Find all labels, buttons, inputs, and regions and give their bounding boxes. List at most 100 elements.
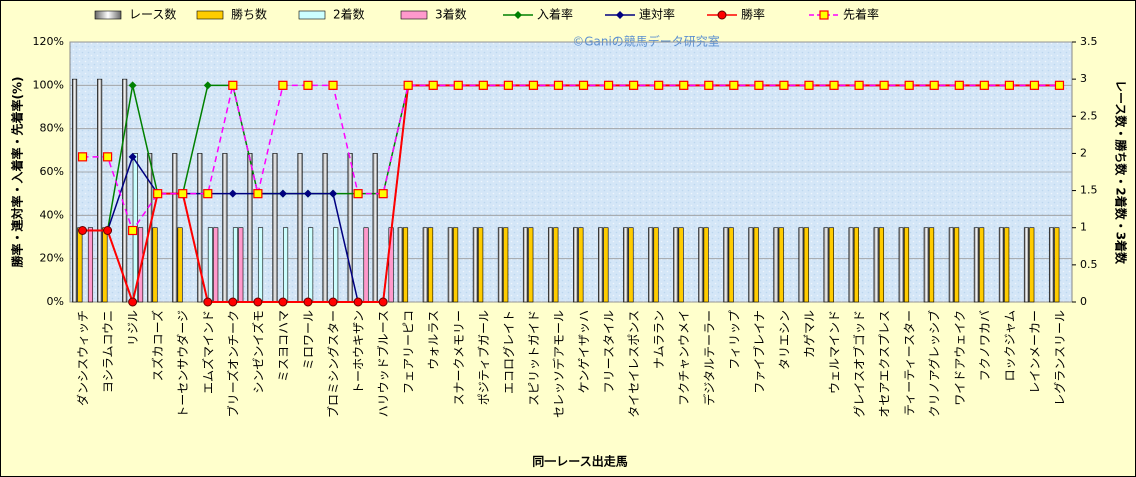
marker	[654, 80, 664, 90]
x-tick-label: ミロワール	[301, 310, 315, 370]
y2-tick-label: 3.5	[1080, 35, 1098, 48]
x-tick-label: セレッソデアモール	[551, 310, 566, 418]
legend-label: 連対率	[639, 7, 675, 22]
x-tick-label: ブリーズオンチーク	[225, 310, 240, 417]
bar	[723, 227, 729, 303]
x-tick-label: スピリットガイド	[527, 310, 541, 406]
y-tick-label: 40%	[40, 208, 64, 221]
y-tick-label: 20%	[40, 252, 64, 265]
marker	[328, 80, 338, 90]
bar	[347, 153, 353, 303]
y-tick-label: 100%	[33, 78, 64, 91]
legend-label: 3着数	[435, 7, 467, 22]
bar	[402, 227, 409, 303]
y2-tick-label: 2.5	[1080, 109, 1098, 122]
bar	[297, 153, 303, 303]
bar	[322, 153, 328, 303]
bar	[283, 227, 289, 303]
x-tick-label: トーセンサウダージ	[175, 310, 190, 418]
bar	[1029, 227, 1035, 303]
x-tick-label: フクチャンウメイ	[677, 310, 691, 406]
y2-tick-label: 3	[1080, 72, 1087, 85]
bar	[648, 227, 654, 303]
legend-swatch	[196, 10, 224, 20]
y2-tick-label: 0	[1080, 295, 1087, 308]
bar	[453, 227, 459, 303]
y-tick-label: 60%	[40, 165, 64, 178]
bar	[673, 227, 679, 303]
x-tick-label: ヨシラムコウニ	[101, 310, 115, 393]
bar	[222, 153, 228, 303]
x-tick-label: グレイスオブゴッド	[852, 310, 867, 418]
bar	[954, 227, 960, 303]
x-tick-label: エムズマインド	[200, 310, 215, 394]
x-tick-label: ファイブレイナ	[751, 310, 766, 394]
marker	[303, 297, 313, 307]
marker	[979, 80, 989, 90]
watermark: ©Ganiの競馬データ研究室	[572, 34, 720, 49]
x-tick-label: フィリップ	[727, 310, 741, 370]
marker	[303, 80, 313, 90]
marker	[854, 80, 864, 90]
x-tick-label: トーホウキザン	[352, 310, 366, 394]
x-tick-label: ダンシスウィッチ	[75, 310, 90, 406]
marker	[879, 80, 889, 90]
bar	[172, 153, 178, 303]
legend-label: 入着率	[537, 7, 573, 22]
bar	[102, 227, 108, 303]
bar	[979, 227, 985, 303]
bar	[333, 227, 339, 303]
x-tick-label: タリエシン	[777, 310, 791, 370]
bar	[778, 227, 784, 303]
marker	[603, 80, 614, 90]
x-tick-label: デジタルテーラー	[701, 310, 716, 406]
x-tick-label: エコログレイト	[502, 310, 516, 394]
y2-tick-label: 0.5	[1080, 258, 1098, 271]
bar	[87, 227, 94, 303]
marker	[128, 81, 137, 90]
bar	[177, 227, 183, 303]
x-tick-label: シンゼンイズモ	[250, 310, 265, 394]
marker	[203, 297, 213, 307]
marker	[929, 80, 939, 90]
x-tick-label: ミスヨコハマ	[276, 310, 290, 382]
marker	[203, 81, 212, 90]
legend-label: 勝率	[741, 7, 765, 22]
marker	[78, 226, 88, 235]
bar	[372, 153, 378, 303]
marker	[353, 189, 363, 199]
marker	[103, 226, 113, 235]
legend-marker	[819, 10, 829, 20]
marker	[353, 297, 363, 307]
y-tick-label: 0%	[47, 295, 64, 308]
bar	[948, 227, 954, 303]
marker	[128, 152, 137, 161]
x-tick-label: ケンゲイザッハ	[577, 310, 591, 393]
marker	[453, 80, 463, 90]
marker	[303, 189, 312, 198]
bar	[247, 153, 253, 303]
y-axis-title: 勝率・連対率・入着率・先着率(%)	[10, 77, 25, 268]
x-tick-label: ハリウッドブルース	[376, 310, 391, 417]
x-tick-label: フェアリーピコ	[402, 310, 416, 394]
y2-tick-label: 1	[1080, 221, 1087, 234]
marker	[1054, 80, 1065, 90]
bar	[397, 227, 403, 303]
x-tick-label: レグランスリール	[1053, 310, 1067, 406]
x-tick-label: クリノアグレッシブ	[927, 310, 942, 417]
marker	[528, 80, 539, 90]
bar	[898, 227, 904, 303]
legend-marker	[616, 11, 624, 19]
y2-tick-label: 1.5	[1080, 184, 1098, 197]
bar	[929, 227, 935, 303]
marker	[253, 297, 263, 307]
marker	[779, 80, 789, 90]
bar	[903, 227, 910, 303]
bar	[308, 227, 314, 303]
bar	[798, 227, 804, 303]
marker	[679, 80, 689, 90]
x-tick-label: ウォルラス	[427, 310, 441, 370]
marker	[203, 189, 213, 199]
bar	[547, 227, 554, 303]
